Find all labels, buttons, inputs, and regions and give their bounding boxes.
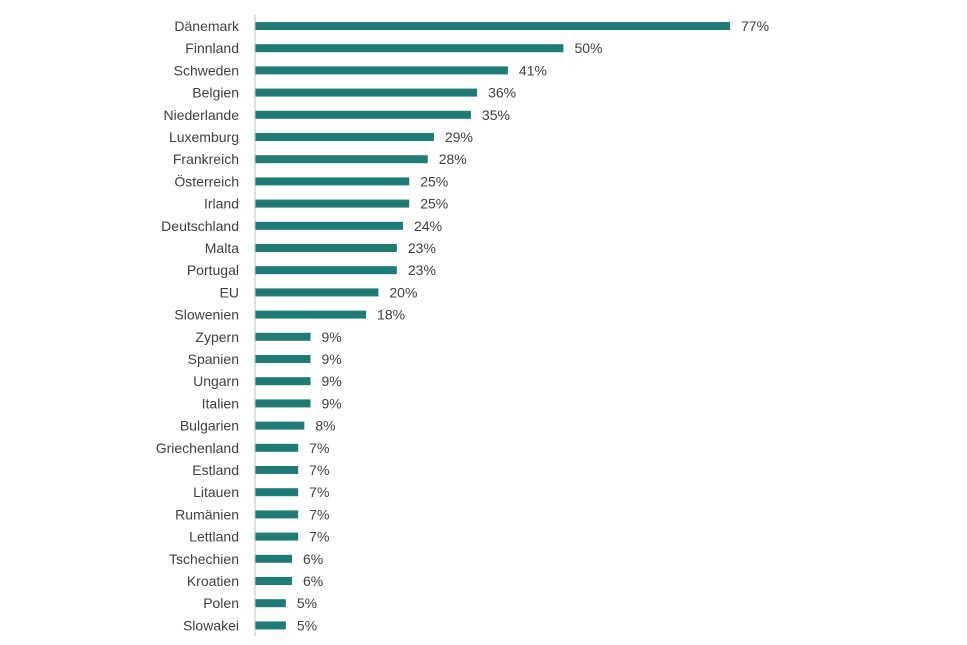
bar-litauen bbox=[255, 488, 299, 497]
category-label-slowakei: Slowakei bbox=[183, 617, 239, 633]
category-label-kroatien: Kroatien bbox=[187, 573, 239, 589]
value-label-dänemark: 77% bbox=[741, 18, 769, 34]
bar-lettland bbox=[255, 532, 299, 541]
category-label-litauen: Litauen bbox=[193, 484, 239, 500]
bar-österreich bbox=[255, 177, 410, 186]
bar-finnland bbox=[255, 44, 564, 53]
bar-malta bbox=[255, 244, 397, 252]
bars-group bbox=[255, 22, 730, 630]
category-label-spanien: Spanien bbox=[188, 351, 239, 367]
bar-luxemburg bbox=[255, 133, 434, 141]
value-label-portugal: 23% bbox=[408, 262, 436, 278]
bar-spanien bbox=[255, 355, 311, 363]
value-label-finnland: 50% bbox=[574, 40, 602, 56]
category-label-zypern: Zypern bbox=[195, 329, 239, 345]
category-label-eu: EU bbox=[220, 284, 239, 300]
bar-estland bbox=[255, 466, 299, 474]
category-label-niederlande: Niederlande bbox=[164, 107, 240, 123]
bar-tschechien bbox=[255, 554, 293, 563]
value-label-spanien: 9% bbox=[322, 351, 342, 367]
value-label-eu: 20% bbox=[389, 284, 417, 300]
value-label-österreich: 25% bbox=[420, 173, 448, 189]
bar-slowenien bbox=[255, 310, 367, 319]
value-label-griechenland: 7% bbox=[309, 440, 329, 456]
bar-frankreich bbox=[255, 155, 428, 164]
bar-rumänien bbox=[255, 510, 299, 519]
category-label-österreich: Österreich bbox=[174, 172, 239, 189]
category-label-dänemark: Dänemark bbox=[174, 18, 240, 34]
category-label-ungarn: Ungarn bbox=[193, 373, 239, 389]
value-label-irland: 25% bbox=[420, 196, 448, 212]
bar-kroatien bbox=[255, 577, 293, 585]
category-label-portugal: Portugal bbox=[187, 262, 239, 278]
category-label-finnland: Finnland bbox=[185, 40, 239, 56]
value-label-polen: 5% bbox=[297, 595, 317, 611]
category-label-griechenland: Griechenland bbox=[156, 440, 239, 456]
category-label-frankreich: Frankreich bbox=[173, 151, 239, 167]
value-label-frankreich: 28% bbox=[439, 151, 467, 167]
bar-zypern bbox=[255, 332, 311, 341]
value-labels: 77% 50% 41%36% 35% 29% 28% 25% 25% 24% 23% 23% 20% 1… bbox=[297, 18, 769, 633]
bar-slowakei bbox=[255, 621, 286, 630]
category-label-lettland: Lettland bbox=[189, 529, 239, 545]
value-label-niederlande: 35% bbox=[482, 107, 510, 123]
bar-dänemark bbox=[255, 22, 730, 30]
category-label-malta: Malta bbox=[205, 240, 239, 256]
value-label-tschechien: 6% bbox=[303, 551, 323, 567]
category-label-irland: Irland bbox=[204, 196, 239, 212]
bar-irland bbox=[255, 199, 410, 208]
bar-niederlande bbox=[255, 110, 471, 119]
category-labels: Dänemark Finnland Schweden Belgien Niederlan… bbox=[156, 18, 240, 633]
value-label-italien: 9% bbox=[322, 395, 342, 411]
category-label-slowenien: Slowenien bbox=[174, 307, 239, 323]
category-label-belgien: Belgien bbox=[192, 85, 239, 101]
value-label-deutschland: 24% bbox=[414, 218, 442, 234]
category-label-tschechien: Tschechien bbox=[169, 551, 239, 567]
category-label-estland: Estland bbox=[192, 462, 239, 478]
value-label-estland: 7% bbox=[309, 462, 329, 478]
category-label-rumänien: Rumänien bbox=[175, 506, 239, 522]
value-label-ungarn: 9% bbox=[322, 373, 342, 389]
value-label-belgien: 36% bbox=[488, 85, 516, 101]
value-label-slowenien: 18% bbox=[377, 307, 405, 323]
value-label-kroatien: 6% bbox=[303, 573, 323, 589]
bar-bulgarien bbox=[255, 421, 305, 430]
value-label-bulgarien: 8% bbox=[315, 418, 335, 434]
category-label-polen: Polen bbox=[203, 595, 239, 611]
bar-schweden bbox=[255, 66, 508, 75]
value-label-slowakei: 5% bbox=[297, 617, 317, 633]
bar-polen bbox=[255, 599, 286, 608]
value-label-luxemburg: 29% bbox=[445, 129, 473, 145]
value-label-rumänien: 7% bbox=[309, 506, 329, 522]
category-label-bulgarien: Bulgarien bbox=[180, 418, 239, 434]
bar-deutschland bbox=[255, 221, 404, 230]
category-label-luxemburg: Luxemburg bbox=[169, 129, 239, 145]
category-label-deutschland: Deutschland bbox=[161, 218, 239, 234]
bar-ungarn bbox=[255, 377, 311, 386]
value-label-malta: 23% bbox=[408, 240, 436, 256]
category-label-italien: Italien bbox=[202, 395, 239, 411]
bar-italien bbox=[255, 399, 311, 408]
value-label-litauen: 7% bbox=[309, 484, 329, 500]
bar-belgien bbox=[255, 88, 478, 97]
category-label-schweden: Schweden bbox=[174, 62, 239, 78]
value-label-zypern: 9% bbox=[322, 329, 342, 345]
bar-eu bbox=[255, 288, 379, 297]
value-label-lettland: 7% bbox=[309, 529, 329, 545]
bar-portugal bbox=[255, 266, 397, 275]
bar-griechenland bbox=[255, 443, 299, 452]
value-label-schweden: 41% bbox=[519, 62, 547, 78]
